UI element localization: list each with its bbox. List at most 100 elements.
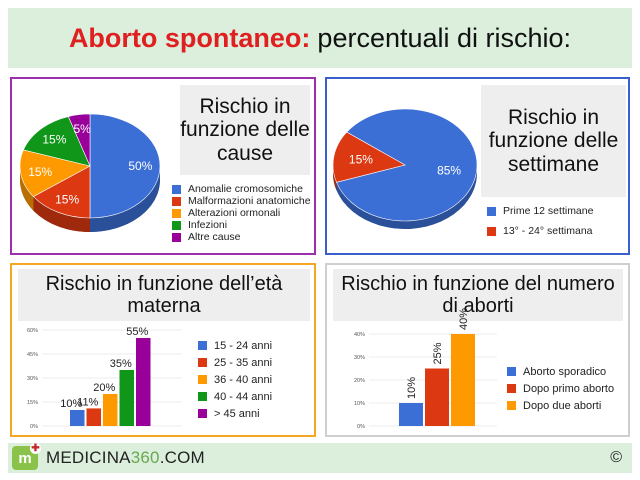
- settimane-slice: [336, 108, 478, 222]
- cause-legend-swatch: [172, 184, 181, 194]
- aborti-bar: [451, 334, 475, 426]
- cause-slice-wall: [20, 163, 34, 211]
- cause-legend-label: Infezioni: [188, 219, 228, 231]
- cross-icon: ✚: [30, 443, 41, 454]
- cause-slice: [89, 113, 161, 219]
- aborti-legend-item: Dopo primo aborto: [507, 380, 614, 397]
- cause-slice: [19, 149, 91, 197]
- bar-chart-aborti: 0% 10% 20% 30% 40% 10% 25% 40%: [354, 308, 497, 430]
- settimane-legend-label: Prime 12 settimane: [503, 205, 594, 217]
- panel-eta: Rischio in funzione dell’età materna 0% 1…: [10, 263, 316, 437]
- cause-legend-label: Malformazioni anatomiche: [188, 195, 311, 207]
- cause-slice: [23, 116, 91, 167]
- eta-ytick-label: 15%: [27, 400, 38, 406]
- cause-slice: [67, 113, 91, 167]
- brand-tld: .COM: [159, 448, 205, 467]
- copyright: ©: [610, 449, 622, 466]
- eta-bar: [136, 338, 151, 426]
- settimane-slice-label: 15%: [349, 153, 373, 167]
- title-highlight: Aborto spontaneo:: [68, 22, 311, 53]
- cause-legend-swatch: [172, 196, 181, 206]
- cause-legend-label: Altre cause: [188, 231, 241, 243]
- cause-slice: [32, 165, 91, 219]
- eta-bar: [119, 370, 134, 426]
- aborti-ytick-label: 40%: [354, 332, 365, 338]
- settimane-legend-item: 13° - 24° settimana: [487, 221, 593, 241]
- eta-ytick-label: 0%: [30, 424, 38, 430]
- aborti-legend-swatch: [507, 367, 516, 376]
- brand-link[interactable]: MEDICINA360.COM: [46, 448, 205, 468]
- aborti-legend-label: Dopo due aborti: [523, 399, 602, 412]
- aborti-bar-label: 25%: [432, 342, 444, 364]
- legend-settimane: Prime 12 settimane 13° - 24° settimana: [487, 201, 593, 241]
- eta-bar-label: 20%: [93, 382, 115, 394]
- settimane-slice-wall: [333, 162, 337, 191]
- eta-legend-item: 15 - 24 anni: [198, 337, 272, 354]
- logo-letter: m: [18, 449, 32, 467]
- footer: m ✚ MEDICINA360.COM ©: [8, 443, 632, 473]
- legend-aborti: Aborto sporadico Dopo primo aborto Dopo du…: [507, 363, 614, 414]
- cause-legend-item: Infezioni: [172, 219, 311, 231]
- cause-slice-wall: [33, 196, 90, 232]
- cause-legend-item: Altre cause: [172, 231, 311, 243]
- aborti-legend-item: Aborto sporadico: [507, 363, 614, 380]
- aborti-legend-label: Dopo primo aborto: [523, 382, 615, 395]
- eta-ytick-label: 45%: [27, 352, 38, 358]
- cause-slice-label: 15%: [28, 165, 52, 179]
- aborti-legend-label: Aborto sporadico: [523, 365, 607, 378]
- settimane-legend-item: Prime 12 settimane: [487, 201, 593, 221]
- cause-legend-label: Anomalie cromosomiche: [188, 183, 303, 195]
- cause-legend-swatch: [172, 232, 181, 242]
- eta-legend-swatch: [198, 375, 207, 384]
- aborti-bar-label: 10%: [406, 377, 418, 399]
- cause-slice-label: 15%: [55, 192, 79, 206]
- eta-bar: [70, 410, 85, 426]
- cause-slice-label: 5%: [73, 122, 91, 136]
- panel-settimane: 85% 15% Rischio in funzione delle settima…: [325, 77, 630, 255]
- eta-legend-label: > 45 anni: [214, 407, 260, 420]
- settimane-slice-wall: [336, 173, 477, 229]
- eta-legend-label: 36 - 40 anni: [214, 373, 273, 386]
- medicina360-logo[interactable]: m ✚: [12, 443, 41, 470]
- eta-bar-label: 35%: [110, 358, 132, 370]
- panel-cause: 50% 15% 15% 15% 5% Rischio in funzione delle…: [10, 77, 316, 255]
- aborti-ytick-label: 0%: [357, 424, 365, 430]
- eta-bar-label: 55%: [126, 326, 148, 338]
- aborti-bar: [425, 368, 449, 426]
- cause-legend-item: Alterazioni ormonali: [172, 207, 311, 219]
- eta-ytick-label: 30%: [27, 376, 38, 382]
- aborti-legend-item: Dopo due aborti: [507, 397, 614, 414]
- eta-legend-label: 15 - 24 anni: [214, 339, 273, 352]
- eta-bar: [103, 394, 118, 426]
- eta-legend-label: 40 - 44 anni: [214, 390, 273, 403]
- panel-settimane-title: Rischio in funzione delle settimane: [481, 85, 626, 197]
- brand-number: 360: [130, 448, 160, 467]
- legend-eta: 15 - 24 anni 25 - 35 anni 36 - 40 anni 40 -…: [198, 337, 272, 422]
- cause-legend-label: Alterazioni ormonali: [188, 207, 281, 219]
- eta-legend-swatch: [198, 409, 207, 418]
- pie-chart-settimane: 85% 15%: [332, 108, 478, 230]
- eta-bar-label: 11%: [77, 396, 98, 408]
- eta-legend-item: > 45 anni: [198, 405, 272, 422]
- title-banner: Aborto spontaneo: percentuali di rischio…: [8, 8, 632, 68]
- cause-legend-swatch: [172, 208, 181, 218]
- panel-eta-title: Rischio in funzione dell’età materna: [18, 269, 310, 321]
- eta-legend-item: 25 - 35 anni: [198, 354, 272, 371]
- eta-legend-swatch: [198, 341, 207, 350]
- settimane-legend-swatch: [487, 206, 496, 216]
- cause-legend-swatch: [172, 220, 181, 230]
- settimane-legend-label: 13° - 24° settimana: [503, 225, 593, 237]
- eta-ytick-label: 60%: [27, 328, 38, 334]
- aborti-bar: [399, 403, 423, 426]
- eta-legend-item: 40 - 44 anni: [198, 388, 272, 405]
- eta-legend-item: 36 - 40 anni: [198, 371, 272, 388]
- cause-slice-wall: [90, 166, 160, 232]
- pie-chart-cause: 50%15%15%15%5%: [19, 113, 161, 232]
- eta-legend-label: 25 - 35 anni: [214, 356, 273, 369]
- settimane-legend-swatch: [487, 226, 496, 236]
- cause-legend-item: Malformazioni anatomiche: [172, 195, 311, 207]
- aborti-legend-swatch: [507, 401, 516, 410]
- legend-cause: Anomalie cromosomiche Malformazioni anato…: [172, 183, 311, 243]
- brand-main: MEDICINA: [46, 448, 131, 467]
- settimane-slice: [332, 131, 406, 183]
